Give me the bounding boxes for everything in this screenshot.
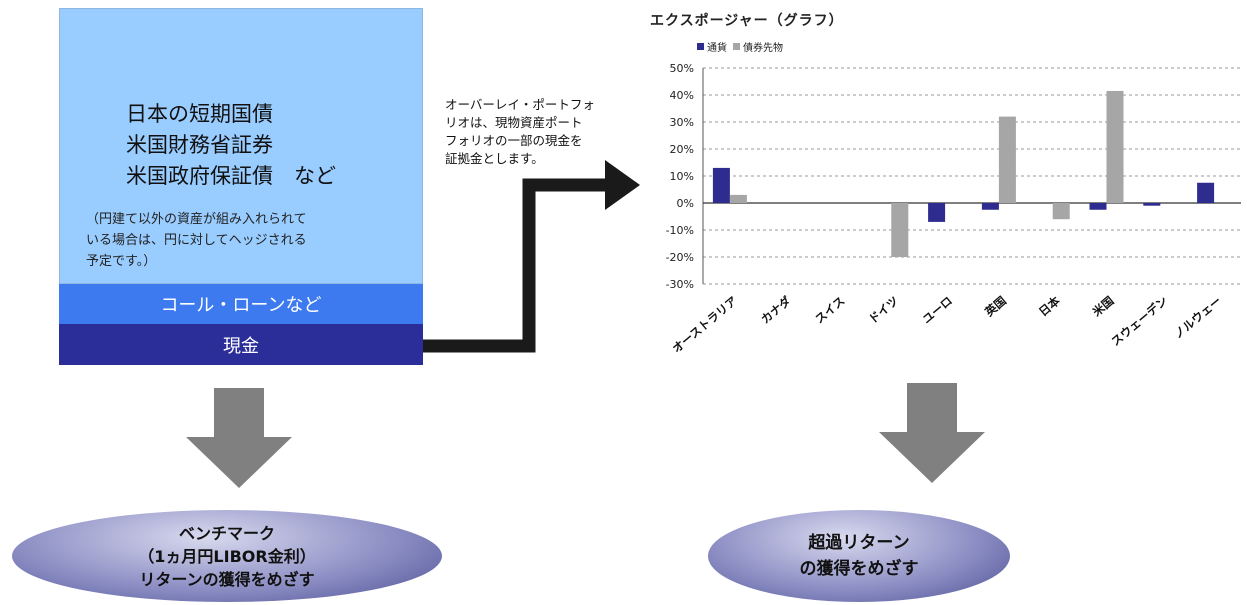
bond-futures-bar (891, 203, 909, 257)
currency-bar (1143, 203, 1161, 206)
currency-bar (1197, 182, 1215, 203)
overlay-caption: オーバーレイ・ポートフォ リオは、現物資産ポート フォリオの一部の現金を 証拠金… (445, 96, 595, 168)
chart-title: エクスポージャー（グラフ） (650, 13, 844, 29)
currency-bar (981, 203, 999, 210)
cash-to-chart-arrow (423, 178, 612, 353)
bond-futures-bar (729, 194, 747, 203)
benchmark-line: （1ヵ月円LIBOR金利） (138, 546, 316, 566)
bond-futures-bar (998, 116, 1016, 203)
x-tick-label: 日本 (1036, 293, 1063, 319)
y-tick-label: -10% (666, 224, 694, 237)
legend-swatch-bond-futures (733, 43, 740, 50)
physical-portfolio: 日本の短期国債 米国財務省証券 米国政府保証債 など （円建て以外の資産が組み入… (59, 8, 423, 365)
hedge-note-line: 予定です。） (86, 254, 157, 269)
y-tick-label: 50% (670, 62, 694, 75)
down-arrow-right-icon (879, 383, 985, 483)
y-tick-label: 30% (670, 116, 694, 129)
y-tick-label: 0% (677, 197, 694, 210)
down-arrow-left-icon (186, 388, 292, 488)
cash-band: 現金 (59, 324, 423, 365)
x-tick-label: スウェーデン (1108, 294, 1170, 349)
excess-return-line: 超過リターン (808, 533, 910, 553)
hedge-note-line: いる場合は、円に対してヘッジされる (86, 233, 307, 248)
bond-futures-bar (1106, 90, 1124, 203)
x-tick-label: カナダ (758, 293, 794, 326)
hedge-note: （円建て以外の資産が組み入れられて いる場合は、円に対してヘッジされる 予定です… (86, 209, 416, 272)
y-tick-label: 20% (670, 143, 694, 156)
bond-futures-bar (1052, 203, 1070, 220)
x-tick-label: スイス (812, 294, 847, 327)
bills-line: 米国政府保証債 など (126, 164, 336, 188)
benchmark-line: リターンの獲得をめざす (139, 569, 315, 589)
bills-list: 日本の短期国債 米国財務省証券 米国政府保証債 など (126, 99, 336, 192)
y-tick-label: 40% (670, 89, 694, 102)
call-loan-band: コール・ローンなど (59, 284, 423, 324)
cash-to-chart-arrowhead (605, 160, 640, 210)
legend-swatch-currency (697, 43, 704, 50)
currency-bar (928, 203, 946, 222)
short-term-bills-panel: 日本の短期国債 米国財務省証券 米国政府保証債 など （円建て以外の資産が組み入… (59, 8, 423, 284)
benchmark-goal-ellipse: ベンチマーク （1ヵ月円LIBOR金利） リターンの獲得をめざす (12, 510, 442, 602)
bills-line: 米国財務省証券 (126, 133, 273, 157)
y-tick-label: -30% (666, 278, 694, 291)
chart-legend: 通貨 債券先物 (697, 41, 783, 54)
caption-line: フォリオの一部の現金を (445, 133, 583, 148)
benchmark-line: ベンチマーク (178, 523, 275, 543)
y-tick-label: -20% (666, 251, 694, 264)
excess-return-line: の獲得をめざす (799, 559, 919, 579)
legend-label-bond-futures: 債券先物 (743, 41, 783, 54)
legend-label-currency: 通貨 (707, 41, 727, 54)
hedge-note-line: （円建て以外の資産が組み入れられて (86, 212, 307, 227)
caption-line: 証拠金とします。 (445, 151, 544, 166)
currency-bar (712, 167, 730, 203)
bills-line: 日本の短期国債 (126, 102, 273, 126)
x-tick-label: 米国 (1089, 294, 1116, 320)
x-tick-label: 英国 (981, 294, 1008, 320)
x-tick-label: ノルウェー (1171, 294, 1224, 342)
excess-return-goal-ellipse: 超過リターン の獲得をめざす (708, 510, 1010, 602)
x-tick-label: ユーロ (920, 294, 955, 327)
caption-line: リオは、現物資産ポート (445, 115, 583, 130)
x-tick-label: ドイツ (866, 294, 901, 327)
x-tick-label: オーストラリア (670, 293, 741, 355)
currency-bar (1089, 203, 1107, 210)
y-tick-label: 10% (670, 170, 694, 183)
caption-line: オーバーレイ・ポートフォ (445, 97, 595, 112)
